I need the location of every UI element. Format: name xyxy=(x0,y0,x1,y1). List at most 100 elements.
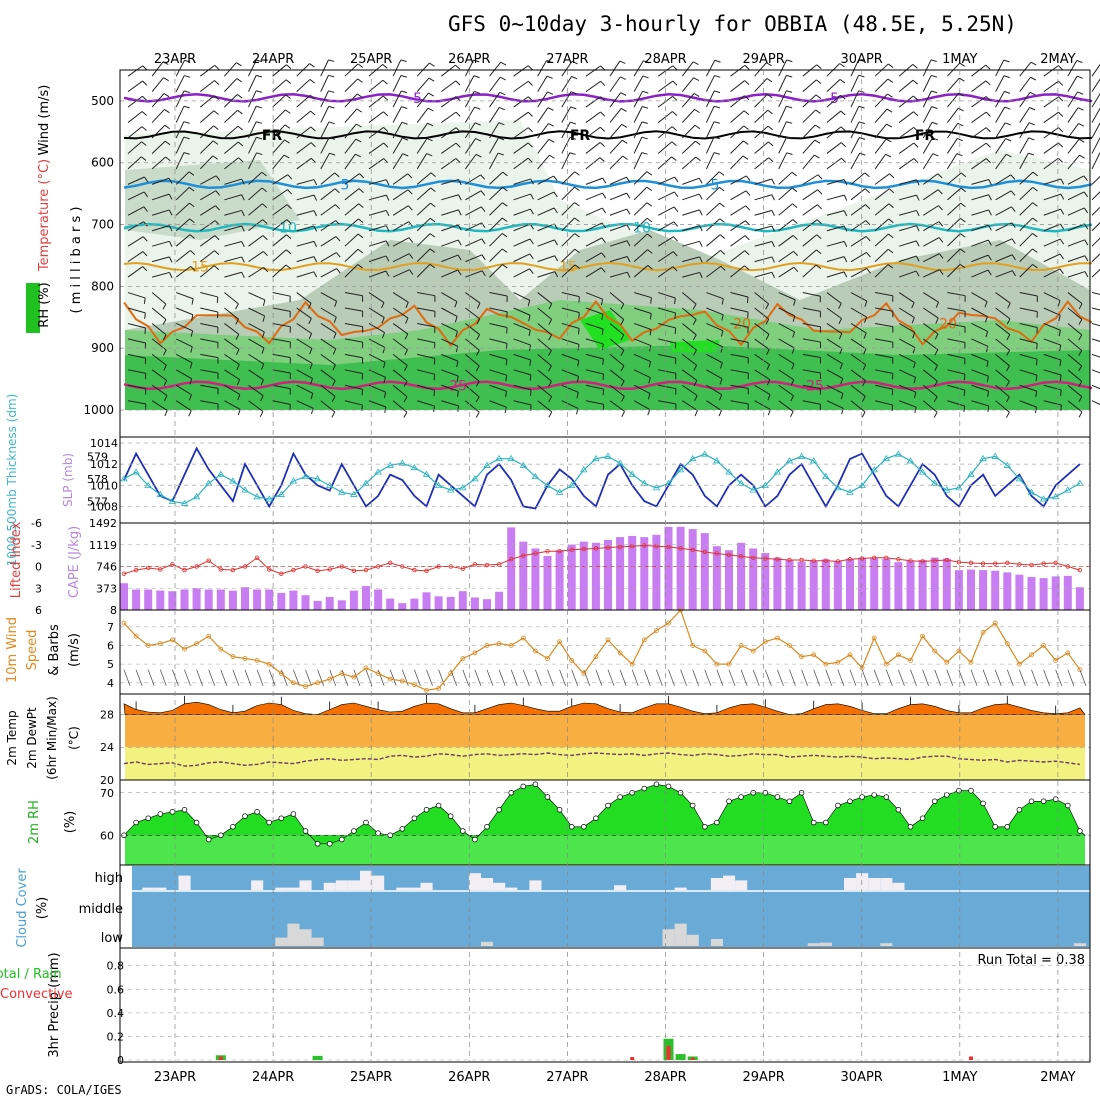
wind-barb xyxy=(465,107,474,122)
ylabel-wind10m-speed: Speed xyxy=(25,630,40,671)
slp-tick-label: 1014 xyxy=(90,437,118,450)
cape-bar xyxy=(229,591,237,610)
wind-barb-flag xyxy=(674,222,678,227)
wind-barb xyxy=(827,143,841,154)
cape-bar xyxy=(640,537,648,610)
wind-barb xyxy=(851,91,859,107)
rh-marker xyxy=(255,809,260,814)
date-label-top: 1MAY xyxy=(942,52,977,67)
wind-barb-flag xyxy=(695,109,700,112)
rh-marker xyxy=(497,807,502,812)
wind-barb-flag xyxy=(401,91,407,93)
isotherm-label: 5 xyxy=(341,177,350,193)
wind10m-barb xyxy=(245,670,251,686)
rh-marker xyxy=(315,841,320,846)
wind-barb-flag xyxy=(184,91,190,93)
wind-barb-flag xyxy=(575,172,580,176)
wind-barb-flag xyxy=(1058,143,1062,147)
wind-barb-flag xyxy=(792,188,797,192)
wind-barb xyxy=(755,158,769,169)
rh-marker xyxy=(811,820,816,825)
wind-barb-flag xyxy=(986,112,990,116)
wind10m-barb xyxy=(814,670,820,686)
high-cloud-gap xyxy=(336,880,348,890)
high-cloud-gap xyxy=(372,876,384,890)
wind-barb-flag xyxy=(506,359,507,365)
wind10m-barb xyxy=(306,670,312,686)
rh-marker xyxy=(690,803,695,808)
cape-bar xyxy=(870,558,878,610)
wind-barb xyxy=(803,190,818,200)
wind-barb xyxy=(851,122,859,138)
wind10m-barb xyxy=(402,670,408,686)
rh-marker xyxy=(182,807,187,812)
wind-barb-flag xyxy=(841,158,845,162)
wind-barb xyxy=(875,109,887,122)
wind-barb-flag xyxy=(648,410,650,416)
wind-barb xyxy=(947,123,957,138)
wind-barb xyxy=(682,109,694,122)
precip-total-bar xyxy=(313,1056,323,1060)
wind-barb-flag xyxy=(932,107,938,109)
wind-barb xyxy=(1092,203,1100,216)
wind-barb-flag xyxy=(528,128,532,132)
wind-barb xyxy=(1044,143,1059,154)
wind-barb-flag xyxy=(913,80,918,84)
wind-barb-flag xyxy=(865,173,870,177)
wind10m-barb xyxy=(729,670,735,686)
wind-barb xyxy=(875,139,886,153)
rh-marker xyxy=(581,824,586,829)
high-cloud-gap xyxy=(711,878,723,890)
wind-barb-flag xyxy=(622,140,627,143)
rh-tick-label: 70 xyxy=(100,787,114,800)
ylabel-temp-unit: (°C) xyxy=(67,726,81,750)
temp-tick-label: 20 xyxy=(100,774,114,787)
cape-bar xyxy=(132,589,140,610)
wind-barb-flag xyxy=(1028,153,1034,155)
wind-barb xyxy=(755,79,767,92)
high-cloud-gap xyxy=(735,880,747,890)
high-cloud-gap xyxy=(614,885,626,890)
wind-barb-flag xyxy=(818,190,822,194)
rh-marker xyxy=(134,820,139,825)
wind10m-barb xyxy=(1080,670,1086,686)
cape-bar xyxy=(531,548,539,610)
wind-barb xyxy=(586,81,601,91)
low-cloud-bar xyxy=(287,924,299,946)
ylabel-precip-total: Total / Rain xyxy=(0,967,62,982)
temp-area xyxy=(124,702,1085,714)
wind10m-barb xyxy=(826,670,832,686)
wind-barb xyxy=(417,78,429,92)
wind-barb-flag xyxy=(787,153,793,155)
wind10m-barb xyxy=(136,670,142,686)
wind-barb xyxy=(947,138,957,153)
wind-barb-flag xyxy=(548,108,553,111)
rh-marker xyxy=(521,784,526,789)
rh-marker xyxy=(775,795,780,800)
wind-barb-flag xyxy=(571,107,577,109)
wind-barb xyxy=(972,143,987,153)
wind-barb xyxy=(803,205,818,216)
ylabel-precip-convective: Convective xyxy=(0,987,73,1002)
wind-barb-flag xyxy=(1061,390,1062,396)
cape-bar xyxy=(410,599,418,610)
wind-barb-flag xyxy=(547,76,553,78)
ylabel-temperature: Temperature (°C) xyxy=(37,159,52,272)
high-cloud-gap xyxy=(493,883,505,890)
cape-bar xyxy=(519,542,527,610)
wind-barb-flag xyxy=(786,122,792,124)
cape-bar xyxy=(737,543,745,610)
wind-barb-flag xyxy=(285,110,290,113)
wind-barb-flag xyxy=(642,137,648,139)
cape-bar xyxy=(120,583,128,610)
wind-barb xyxy=(1068,76,1077,91)
wind-barb-flag xyxy=(236,63,241,66)
wind10m-barb xyxy=(802,670,808,686)
high-cloud-gap xyxy=(469,873,481,890)
pressure-tick-label: 1000 xyxy=(83,403,114,417)
cape-bar xyxy=(556,550,564,610)
wind10m-barb xyxy=(741,670,747,686)
wind10m-barb xyxy=(354,670,360,686)
cape-tick-label: 373 xyxy=(96,582,117,595)
rh-marker xyxy=(727,799,732,804)
